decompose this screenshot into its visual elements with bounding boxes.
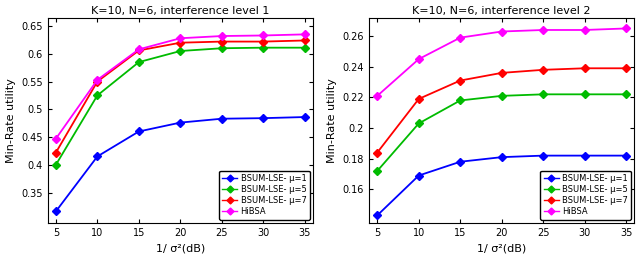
Line: BSUM-LSE- μ=7: BSUM-LSE- μ=7 [53, 38, 308, 155]
BSUM-LSE- μ=1 [456, 160, 464, 163]
BSUM-LSE- μ=5 [540, 93, 547, 96]
HiBSA [93, 78, 101, 81]
BSUM-LSE- μ=7 [456, 79, 464, 82]
BSUM-LSE- μ=5 [93, 94, 101, 97]
X-axis label: 1/ σ²(dB): 1/ σ²(dB) [156, 243, 205, 254]
Legend: BSUM-LSE- μ=1, BSUM-LSE- μ=5, BSUM-LSE- μ=7, HiBSA: BSUM-LSE- μ=1, BSUM-LSE- μ=5, BSUM-LSE- … [219, 171, 310, 220]
BSUM-LSE- μ=5 [581, 93, 589, 96]
HiBSA [52, 137, 60, 140]
BSUM-LSE- μ=5 [415, 122, 422, 125]
Line: HiBSA: HiBSA [53, 32, 308, 141]
Legend: BSUM-LSE- μ=1, BSUM-LSE- μ=5, BSUM-LSE- μ=7, HiBSA: BSUM-LSE- μ=1, BSUM-LSE- μ=5, BSUM-LSE- … [540, 171, 631, 220]
BSUM-LSE- μ=1 [135, 130, 143, 133]
BSUM-LSE- μ=5 [622, 93, 630, 96]
BSUM-LSE- μ=7 [218, 40, 226, 43]
BSUM-LSE- μ=1 [581, 154, 589, 157]
Line: BSUM-LSE- μ=7: BSUM-LSE- μ=7 [374, 66, 629, 155]
HiBSA [622, 27, 630, 30]
BSUM-LSE- μ=5 [301, 46, 308, 49]
HiBSA [177, 37, 184, 40]
Title: K=10, N=6, interference level 1: K=10, N=6, interference level 1 [91, 5, 269, 16]
HiBSA [415, 57, 422, 61]
BSUM-LSE- μ=5 [259, 46, 267, 49]
BSUM-LSE- μ=7 [374, 151, 381, 154]
Line: BSUM-LSE- μ=5: BSUM-LSE- μ=5 [374, 91, 629, 174]
BSUM-LSE- μ=1 [93, 155, 101, 158]
BSUM-LSE- μ=5 [218, 47, 226, 50]
BSUM-LSE- μ=5 [52, 163, 60, 166]
Y-axis label: Min-Rate utility: Min-Rate utility [6, 78, 15, 163]
BSUM-LSE- μ=1 [177, 121, 184, 124]
Line: BSUM-LSE- μ=1: BSUM-LSE- μ=1 [374, 153, 629, 218]
HiBSA [135, 48, 143, 51]
BSUM-LSE- μ=1 [498, 156, 506, 159]
HiBSA [581, 28, 589, 32]
HiBSA [218, 34, 226, 38]
HiBSA [259, 34, 267, 37]
BSUM-LSE- μ=7 [498, 71, 506, 74]
BSUM-LSE- μ=7 [301, 39, 308, 42]
BSUM-LSE- μ=7 [581, 67, 589, 70]
BSUM-LSE- μ=7 [52, 151, 60, 154]
HiBSA [301, 33, 308, 36]
BSUM-LSE- μ=5 [498, 94, 506, 97]
BSUM-LSE- μ=1 [415, 174, 422, 177]
BSUM-LSE- μ=1 [52, 210, 60, 213]
BSUM-LSE- μ=1 [259, 117, 267, 120]
Line: BSUM-LSE- μ=1: BSUM-LSE- μ=1 [53, 114, 308, 214]
BSUM-LSE- μ=1 [622, 154, 630, 157]
HiBSA [498, 30, 506, 33]
BSUM-LSE- μ=7 [259, 40, 267, 43]
Line: HiBSA: HiBSA [374, 26, 629, 99]
BSUM-LSE- μ=7 [177, 41, 184, 44]
BSUM-LSE- μ=5 [456, 99, 464, 102]
BSUM-LSE- μ=1 [218, 117, 226, 120]
Y-axis label: Min-Rate utility: Min-Rate utility [327, 78, 337, 163]
BSUM-LSE- μ=1 [374, 214, 381, 217]
BSUM-LSE- μ=7 [622, 67, 630, 70]
Line: BSUM-LSE- μ=5: BSUM-LSE- μ=5 [53, 45, 308, 168]
BSUM-LSE- μ=5 [177, 49, 184, 53]
HiBSA [374, 94, 381, 97]
X-axis label: 1/ σ²(dB): 1/ σ²(dB) [477, 243, 526, 254]
BSUM-LSE- μ=7 [540, 68, 547, 71]
BSUM-LSE- μ=1 [540, 154, 547, 157]
HiBSA [456, 36, 464, 39]
HiBSA [540, 28, 547, 32]
BSUM-LSE- μ=7 [415, 97, 422, 100]
BSUM-LSE- μ=7 [135, 49, 143, 52]
BSUM-LSE- μ=5 [374, 169, 381, 172]
Title: K=10, N=6, interference level 2: K=10, N=6, interference level 2 [412, 5, 591, 16]
BSUM-LSE- μ=7 [93, 80, 101, 83]
BSUM-LSE- μ=1 [301, 116, 308, 119]
BSUM-LSE- μ=5 [135, 61, 143, 64]
